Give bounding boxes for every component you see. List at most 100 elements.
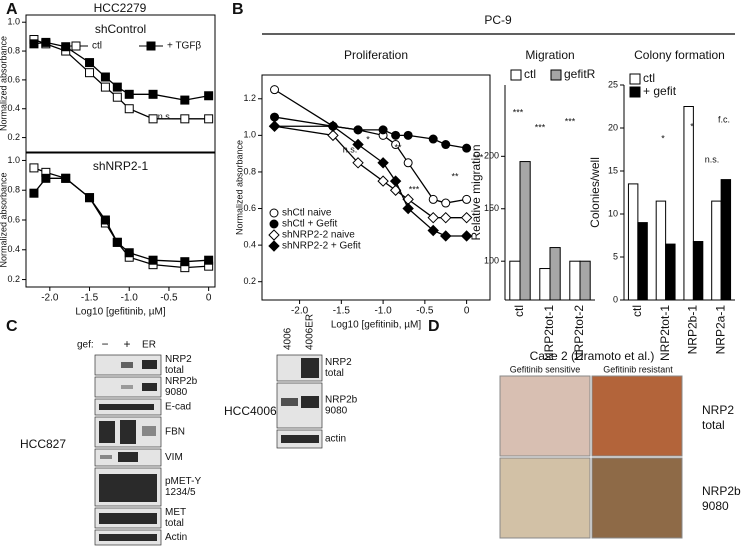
- blot-label: Actin: [165, 532, 187, 543]
- marker: [440, 230, 452, 242]
- marker: [85, 68, 95, 78]
- blot-label: actin: [325, 434, 346, 445]
- marker: [29, 188, 39, 198]
- marker: [389, 175, 402, 187]
- annotation: **: [451, 171, 459, 181]
- marker: [462, 143, 472, 153]
- blot-label: NRP2b: [325, 395, 358, 406]
- marker: [441, 198, 451, 208]
- annotation: *: [661, 133, 665, 143]
- row-label: 9080: [702, 499, 729, 513]
- marker: [85, 193, 95, 203]
- legend-label: shCtl + Gefit: [282, 219, 338, 230]
- panel-title: HCC2279: [94, 1, 147, 15]
- legend-label: + gefit: [643, 84, 677, 98]
- marker: [428, 194, 438, 204]
- bar: [627, 183, 639, 301]
- marker: [41, 37, 51, 47]
- band: [301, 396, 319, 408]
- chart-title: Proliferation: [344, 48, 408, 62]
- column-label: Gefitinib sensitive: [510, 364, 581, 374]
- annotation: ***: [513, 107, 524, 117]
- marker: [148, 114, 158, 124]
- annotation: f.c.: [718, 114, 730, 124]
- annotation: *: [690, 121, 694, 131]
- x-tick-label: ctl: [512, 305, 526, 317]
- blot-labels: NRP2totalNRP2b9080E-cadFBNVIMpMET-Y1234/…: [165, 354, 201, 543]
- marker: [391, 140, 401, 150]
- plot-frame: [25, 14, 216, 153]
- annotation: ***: [473, 152, 484, 162]
- band: [121, 385, 133, 389]
- blot-label: pMET-Y: [165, 476, 201, 487]
- gef-label: gef:: [77, 340, 94, 351]
- x-tick-label: 0: [464, 306, 470, 317]
- legend-marker: [269, 219, 279, 229]
- y-tick-label: 200: [484, 151, 499, 161]
- bar: [665, 243, 676, 301]
- legend-label: ctl: [92, 41, 102, 52]
- blot-label: NRP2b: [165, 376, 198, 387]
- marker: [61, 42, 71, 52]
- band: [100, 455, 112, 459]
- x-tick-label: -1.0: [121, 293, 139, 304]
- legend-marker: [268, 240, 280, 252]
- row-label: total: [702, 418, 725, 432]
- marker: [352, 157, 364, 169]
- panel-letter: A: [6, 1, 18, 18]
- marker: [428, 134, 438, 144]
- y-tick-label: 0.4: [7, 103, 20, 113]
- band: [142, 360, 157, 369]
- blot-label: total: [325, 368, 344, 379]
- x-tick-label: NRP2tot-1: [542, 305, 556, 361]
- bar: [579, 260, 591, 301]
- histology-image: [499, 457, 591, 539]
- bar: [549, 247, 561, 301]
- marker: [402, 202, 414, 215]
- y-tick-label: 5: [613, 251, 618, 261]
- row-label: NRP2: [702, 403, 734, 417]
- blot-stack: [94, 354, 162, 546]
- y-tick-label: 0.2: [243, 276, 256, 286]
- marker: [100, 72, 110, 82]
- bar: [637, 222, 648, 301]
- legend-marker: [71, 41, 81, 51]
- marker: [85, 58, 95, 68]
- blot-label: FBN: [165, 427, 185, 438]
- y-tick-label: 0.6: [7, 74, 20, 84]
- legend-label: shCtl naive: [282, 208, 332, 219]
- blot-label: total: [165, 518, 184, 529]
- y-tick-label: 1.0: [243, 130, 256, 140]
- annotation: n.s.: [158, 111, 173, 121]
- band: [281, 398, 298, 406]
- annotation: n.s.: [343, 144, 358, 154]
- y-tick-label: 1.2: [243, 93, 256, 103]
- marker: [112, 82, 122, 92]
- bar: [655, 200, 667, 301]
- annotation: *: [366, 134, 370, 144]
- x-tick-label: -1.5: [333, 306, 351, 317]
- annotation: n.s.: [705, 154, 720, 164]
- column-label: Gefitinib resistant: [603, 364, 673, 374]
- panel-letter: C: [6, 318, 18, 335]
- band: [120, 420, 136, 444]
- legend-label: ctl: [524, 67, 536, 81]
- panel-title: Case 2 (Uramoto et al.): [530, 349, 655, 363]
- series-line: [33, 38, 209, 120]
- marker: [148, 89, 158, 99]
- blot-stack: [276, 354, 323, 449]
- x-tick-label: -1.0: [374, 306, 392, 317]
- x-tick-label: -0.5: [416, 306, 434, 317]
- marker: [124, 104, 134, 114]
- row-label: NRP2b: [702, 484, 741, 498]
- series-line: [33, 41, 209, 101]
- marker: [327, 129, 339, 142]
- blot-label: E-cad: [165, 402, 191, 413]
- marker: [391, 130, 401, 140]
- blot-label: NRP2: [165, 354, 192, 365]
- lane-label: −: [101, 337, 108, 351]
- legend-marker: [269, 208, 279, 218]
- legend-swatch: [629, 86, 641, 98]
- chart-title: shNRP2-1: [93, 159, 149, 173]
- plot-frame: [25, 152, 216, 288]
